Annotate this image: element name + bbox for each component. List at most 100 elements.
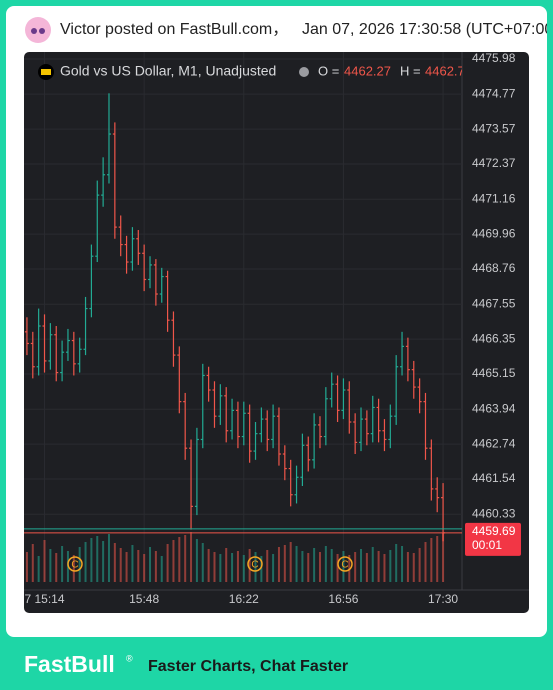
volume-bar [102, 541, 105, 582]
y-tick-label: 4472.37 [472, 156, 516, 170]
legend-label: H = [400, 63, 421, 78]
volume-bar [154, 551, 157, 582]
volume-bar [107, 534, 110, 582]
y-tick-label: 4471.16 [472, 191, 516, 205]
avatar-eye [39, 28, 45, 34]
volume-bar [318, 552, 321, 582]
volume-bar [43, 540, 46, 582]
volume-bar [354, 552, 357, 582]
volume-bar [260, 556, 263, 582]
volume-bar [184, 535, 187, 582]
y-tick-label: 4467.55 [472, 296, 516, 310]
volume-bar [330, 549, 333, 582]
volume-bar [371, 547, 374, 582]
footer-tagline: Faster Charts, Chat Faster [148, 658, 348, 675]
volume-bar [113, 543, 116, 582]
author-line: Victor posted on FastBull.com， [60, 21, 288, 38]
y-tick-label: 4473.57 [472, 121, 516, 135]
x-tick-label: 15:48 [129, 592, 159, 606]
volume-bar [430, 538, 433, 582]
volume-bar [266, 550, 269, 582]
volume-bar [348, 555, 351, 582]
volume-bar [231, 553, 234, 582]
volume-bar [137, 550, 140, 582]
volume-bar [190, 532, 193, 582]
avatar[interactable] [25, 17, 51, 43]
volume-bar [225, 548, 228, 582]
volume-bar [283, 545, 286, 582]
x-tick-label: 16:22 [229, 592, 259, 606]
volume-bar [254, 552, 257, 582]
y-tick-label: 4462.74 [472, 436, 516, 450]
volume-bar [213, 552, 216, 582]
volume-bar [119, 548, 122, 582]
y-tick-label: 4466.35 [472, 331, 516, 345]
footer-logo-mark: ® [126, 653, 133, 663]
chart-title: Gold vs US Dollar, M1, Unadjusted [60, 63, 276, 79]
volume-bar [436, 536, 439, 582]
volume-bar [207, 549, 210, 582]
volume-bar [84, 542, 87, 582]
volume-bar [377, 551, 380, 582]
volume-bar [172, 540, 175, 582]
last-price-tag [465, 522, 521, 556]
x-tick-label: 7 15:14 [24, 592, 64, 606]
y-tick-label: 4465.15 [472, 366, 516, 380]
y-tick-label: 4469.96 [472, 226, 516, 240]
volume-bar [31, 544, 34, 582]
volume-bar [395, 544, 398, 582]
volume-bar [389, 550, 392, 582]
volume-bar [72, 555, 75, 582]
volume-bar [324, 546, 327, 582]
volume-bar [336, 554, 339, 582]
svg-text:C: C [341, 560, 348, 571]
volume-bar [365, 553, 368, 582]
volume-bar [96, 536, 99, 582]
legend-value: 4462.7 [425, 63, 465, 78]
volume-bar [418, 548, 421, 582]
volume-bar [195, 539, 198, 582]
footer-logo: FastBull [24, 651, 115, 677]
volume-bar [55, 553, 58, 582]
y-tick-label: 4474.77 [472, 86, 516, 100]
volume-bar [90, 538, 93, 582]
x-tick-label: 17:30 [428, 592, 458, 606]
volume-bar [383, 554, 386, 582]
countdown-label: 00:01 [472, 538, 502, 552]
volume-bar [25, 552, 28, 582]
volume-bar [272, 554, 275, 582]
y-tick-label: 4468.76 [472, 261, 516, 275]
volume-bar [160, 556, 163, 582]
y-tick-label: 4461.54 [472, 471, 516, 485]
y-tick-label: 4463.94 [472, 401, 516, 415]
volume-bar [307, 553, 310, 582]
svg-text:C: C [251, 560, 258, 571]
volume-bar [248, 549, 251, 582]
volume-bar [78, 547, 81, 582]
volume-bar [131, 545, 134, 582]
avatar-eye [31, 28, 37, 34]
volume-bar [442, 533, 445, 582]
chart-panel [24, 52, 529, 613]
volume-bar [219, 554, 222, 582]
volume-bar [401, 546, 404, 582]
volume-bar [424, 542, 427, 582]
volume-bar [295, 546, 298, 582]
symbol-icon-bars [41, 69, 51, 75]
volume-bar [178, 537, 181, 582]
volume-bar [313, 548, 316, 582]
volume-bar [143, 554, 146, 582]
volume-bar [289, 542, 292, 582]
volume-bar [61, 546, 64, 582]
last-price-label: 4459.69 [472, 524, 516, 538]
volume-bar [236, 551, 239, 582]
volume-bar [406, 552, 409, 582]
coin-icons: C C C [67, 556, 353, 572]
svg-text:C: C [71, 560, 78, 571]
y-tick-label: 4460.33 [472, 506, 516, 520]
volume-bar [125, 552, 128, 582]
x-tick-label: 16:56 [328, 592, 358, 606]
volume-bar [301, 551, 304, 582]
